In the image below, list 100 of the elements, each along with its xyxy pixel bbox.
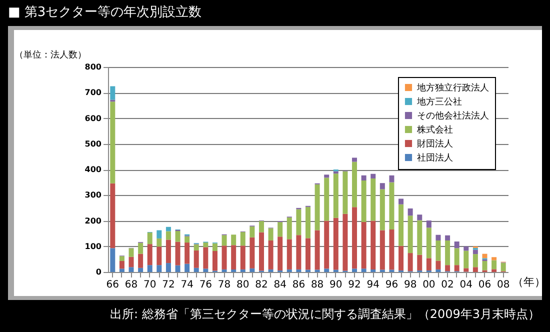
bar — [472, 267, 478, 272]
bar — [426, 258, 432, 270]
x-tick-label: 82 — [255, 280, 268, 290]
y-tick-label: 0 — [96, 268, 102, 276]
x-tick-label: 90 — [330, 280, 342, 290]
bar — [472, 254, 478, 268]
x-tick-label: 92 — [348, 280, 361, 290]
bar — [222, 269, 227, 272]
bar — [445, 240, 450, 266]
bar — [184, 236, 190, 243]
bar — [286, 239, 292, 270]
bar — [324, 268, 330, 272]
bar — [380, 183, 385, 190]
bar — [194, 268, 199, 272]
bar — [352, 162, 358, 208]
bar — [222, 246, 227, 270]
y-tick-label: 400 — [84, 165, 102, 174]
bar — [156, 265, 162, 272]
x-tick-label: 04 — [460, 280, 473, 290]
x-tick-label: 00 — [422, 280, 436, 290]
y-tick-label: 600 — [84, 114, 102, 123]
bar — [436, 234, 441, 240]
y-tick-label: 700 — [84, 88, 102, 98]
bar — [175, 231, 180, 242]
bar — [231, 269, 236, 272]
bar — [436, 260, 441, 270]
bar — [166, 231, 171, 240]
y-tick-label: 500 — [84, 139, 102, 148]
bar — [156, 230, 162, 238]
bar — [492, 269, 497, 272]
bar — [398, 198, 404, 204]
bar — [333, 174, 338, 218]
bar — [417, 254, 422, 270]
bar — [454, 242, 460, 248]
x-tick-label: 74 — [180, 280, 194, 290]
bar — [500, 262, 506, 272]
bar — [380, 230, 385, 270]
x-tick-label: 94 — [366, 280, 380, 290]
bar — [408, 216, 413, 254]
bar — [361, 180, 366, 222]
x-tick-label: 80 — [236, 280, 250, 290]
y-tick-label: 200 — [84, 216, 102, 226]
bar — [147, 244, 152, 266]
bar — [296, 235, 302, 270]
bar — [370, 220, 376, 270]
y-tick-label: 300 — [84, 190, 102, 200]
legend-label: 地方三公社 — [416, 96, 462, 108]
x-tick-label: 76 — [199, 280, 212, 290]
bar — [324, 178, 330, 221]
bar — [445, 265, 450, 272]
bar — [194, 250, 199, 268]
bar — [492, 257, 497, 260]
bar — [492, 260, 497, 270]
bar — [138, 268, 144, 272]
bar — [166, 226, 171, 232]
x-tick-label: 86 — [292, 280, 306, 290]
bar — [306, 238, 310, 270]
bar — [342, 214, 348, 271]
legend-label: 地方独立行政法人 — [416, 82, 489, 94]
x-axis-title: （年） — [512, 276, 546, 288]
bar — [436, 269, 441, 272]
bar — [436, 240, 441, 261]
bar — [408, 253, 413, 272]
bar — [222, 235, 227, 246]
bar — [464, 250, 469, 268]
x-tick-label: 98 — [404, 280, 417, 290]
bar — [352, 268, 358, 272]
bar — [370, 269, 376, 272]
bar — [389, 182, 394, 230]
bar — [324, 174, 330, 178]
bar — [166, 263, 171, 272]
bar — [464, 268, 469, 272]
bar — [240, 232, 246, 246]
bar — [472, 250, 478, 254]
bar — [389, 229, 394, 270]
bar — [212, 250, 218, 271]
bar — [184, 242, 190, 264]
bar — [138, 242, 144, 254]
bar — [296, 269, 302, 272]
bar — [324, 220, 330, 269]
bar — [110, 102, 116, 184]
bar — [166, 240, 171, 264]
bar — [128, 248, 134, 257]
bar — [250, 237, 255, 268]
bar — [231, 234, 236, 246]
bar — [454, 265, 460, 272]
x-tick-label: 08 — [496, 280, 510, 290]
bar — [175, 265, 180, 272]
bar — [156, 246, 162, 266]
bar — [156, 238, 162, 247]
x-tick-label: 06 — [478, 280, 492, 290]
bar — [398, 246, 404, 270]
legend-label: その他会社法法人 — [417, 110, 489, 122]
bar — [464, 246, 469, 251]
bar — [258, 232, 264, 271]
legend-label: 株式会社 — [416, 124, 453, 136]
bar — [380, 189, 385, 230]
bar — [361, 222, 366, 269]
y-tick-label: 800 — [84, 62, 102, 72]
y-tick-label: 100 — [84, 242, 102, 251]
